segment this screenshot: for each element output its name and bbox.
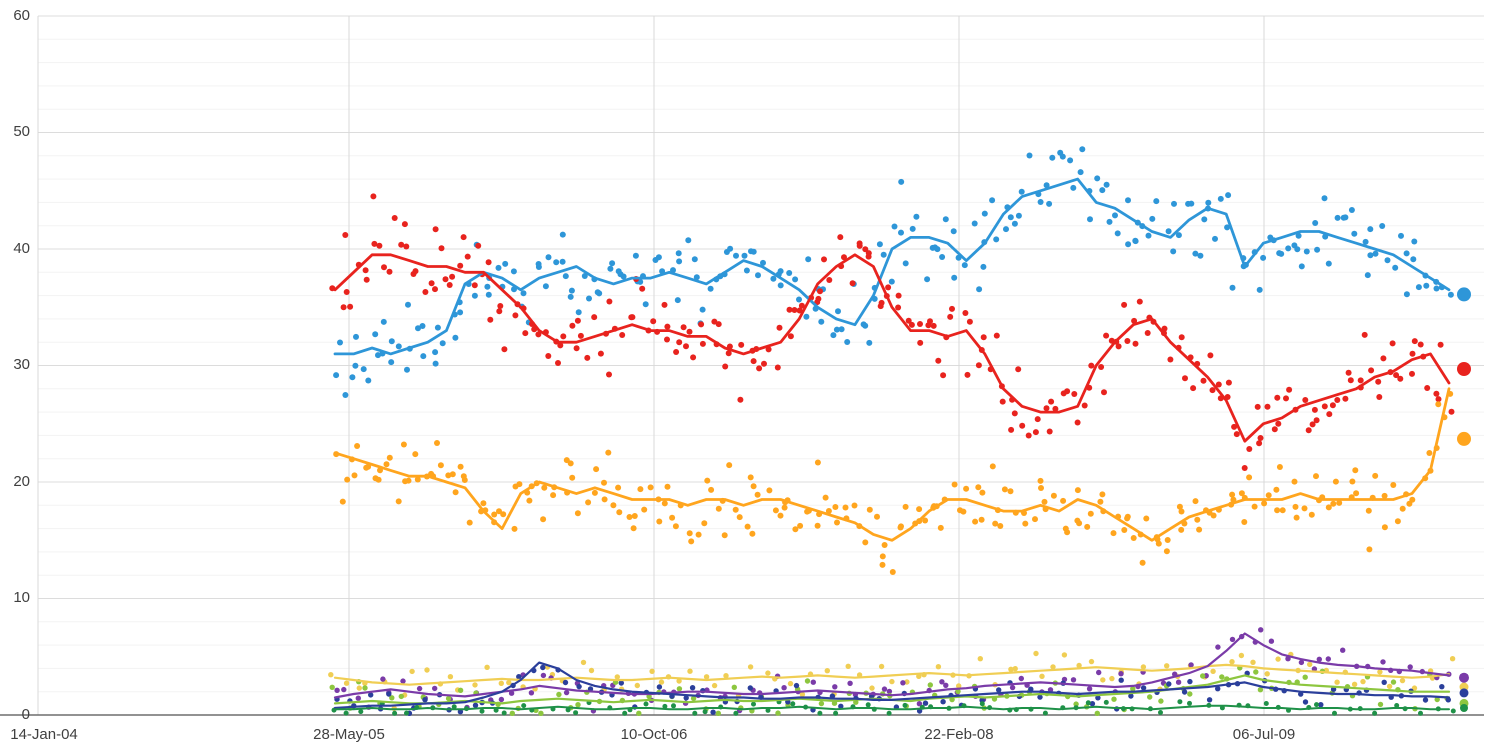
- y-axis-tick-label: 50: [13, 123, 30, 140]
- x-axis-tick-label: 22-Feb-08: [924, 726, 994, 743]
- x-axis-tick-label: 06-Jul-09: [1232, 726, 1296, 743]
- series-navy-trendline: [333, 661, 1451, 710]
- final-result-dots: [1457, 287, 1471, 712]
- series-blue-trendline: [333, 177, 1451, 356]
- series-orange-trendline: [333, 387, 1451, 542]
- y-axis-tick-label: 60: [13, 7, 30, 24]
- final-dot-dark-green: [1460, 704, 1468, 712]
- y-axis-tick-label: 30: [13, 356, 30, 373]
- final-dot-purple: [1459, 672, 1469, 683]
- series-orange-scatter: [333, 390, 1454, 575]
- y-axis-tick-label: 20: [13, 473, 30, 490]
- final-dot-orange: [1457, 431, 1471, 446]
- final-dot-red: [1457, 362, 1471, 376]
- series-dark-green-trendline: [334, 704, 1450, 711]
- final-dot-navy: [1459, 688, 1469, 698]
- x-axis-tick-label: 14-Jan-04: [10, 726, 78, 743]
- series-gold-scatter: [328, 650, 1456, 712]
- series-red-scatter: [329, 193, 1455, 471]
- final-dot-blue: [1457, 287, 1471, 302]
- series-blue-scatter: [333, 146, 1454, 398]
- gridlines: [37, 15, 1484, 715]
- x-axis-tick-label: 10-Oct-06: [620, 726, 688, 743]
- y-axis-tick-label: 0: [21, 706, 30, 723]
- series-purple-trendline: [333, 632, 1451, 699]
- x-axis-tick-label: 28-May-05: [313, 726, 385, 743]
- y-axis-tick-label: 40: [13, 240, 30, 257]
- y-axis-tick-label: 10: [13, 589, 30, 606]
- series-red-trendline: [333, 253, 1451, 443]
